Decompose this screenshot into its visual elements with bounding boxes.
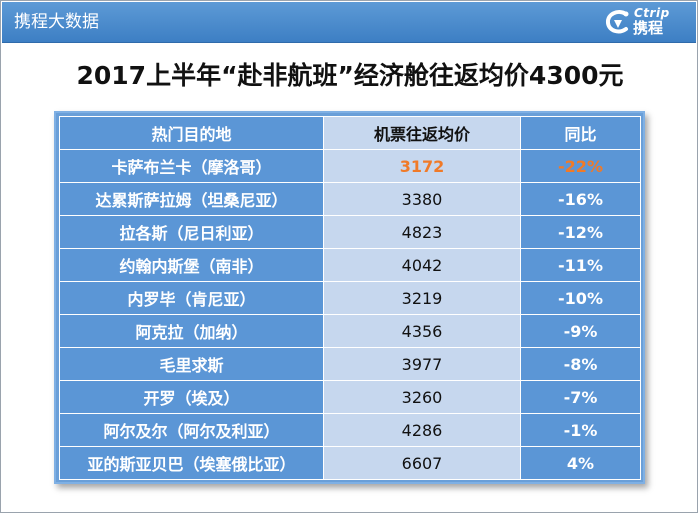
destination-cell: 开罗（埃及） xyxy=(59,380,324,414)
yoy-cell: 4% xyxy=(520,446,641,480)
yoy-cell: -1% xyxy=(520,413,641,447)
yoy-cell: -12% xyxy=(520,215,641,249)
destination-cell: 达累斯萨拉姆（坦桑尼亚） xyxy=(59,182,324,216)
yoy-cell: -16% xyxy=(520,182,641,216)
header-title: 携程大数据 xyxy=(14,12,99,32)
price-cell: 3977 xyxy=(323,347,521,381)
price-cell: 4356 xyxy=(323,314,521,348)
fare-table: 热门目的地 机票往返均价 同比 卡萨布兰卡（摩洛哥） 3172 -22% 达累斯… xyxy=(59,116,641,480)
price-cell: 3219 xyxy=(323,281,521,315)
destination-cell: 内罗毕（肯尼亚） xyxy=(59,281,324,315)
table-row: 卡萨布兰卡（摩洛哥） 3172 -22% xyxy=(59,149,641,183)
table-row: 阿克拉（加纳） 4356 -9% xyxy=(59,314,641,348)
destination-cell: 拉各斯（尼日利亚） xyxy=(59,215,324,249)
yoy-cell: -11% xyxy=(520,248,641,282)
header-bar: 携程大数据 Ctrip 携程 xyxy=(2,2,696,43)
logo-text-en: Ctrip xyxy=(634,6,670,20)
price-cell: 3260 xyxy=(323,380,521,414)
price-cell: 4823 xyxy=(323,215,521,249)
table-row: 达累斯萨拉姆（坦桑尼亚） 3380 -16% xyxy=(59,182,641,216)
table-row: 内罗毕（肯尼亚） 3219 -10% xyxy=(59,281,641,315)
yoy-cell: -8% xyxy=(520,347,641,381)
destination-cell: 毛里求斯 xyxy=(59,347,324,381)
logo-text-cn: 携程 xyxy=(633,19,664,37)
ctrip-logo-icon xyxy=(605,10,629,34)
table-row: 约翰内斯堡（南非） 4042 -11% xyxy=(59,248,641,282)
table-row: 阿尔及尔（阿尔及利亚） 4286 -1% xyxy=(59,413,641,447)
main-title: 2017上半年“赴非航班”经济舱往返均价4300元 xyxy=(76,61,624,90)
price-cell: 6607 xyxy=(323,446,521,480)
price-cell: 4042 xyxy=(323,248,521,282)
destination-cell: 约翰内斯堡（南非） xyxy=(59,248,324,282)
table-row: 毛里求斯 3977 -8% xyxy=(59,347,641,381)
header-yoy: 同比 xyxy=(520,116,641,150)
price-cell: 3172 xyxy=(323,149,521,183)
yoy-cell: -9% xyxy=(520,314,641,348)
header-destination: 热门目的地 xyxy=(59,116,324,150)
yoy-cell: -10% xyxy=(520,281,641,315)
price-cell: 4286 xyxy=(323,413,521,447)
destination-cell: 亚的斯亚贝巴（埃塞俄比亚） xyxy=(59,446,324,480)
header-price: 机票往返均价 xyxy=(323,116,521,150)
destination-cell: 卡萨布兰卡（摩洛哥） xyxy=(59,149,324,183)
table-row: 拉各斯（尼日利亚） 4823 -12% xyxy=(59,215,641,249)
table-row: 开罗（埃及） 3260 -7% xyxy=(59,380,641,414)
yoy-cell: -22% xyxy=(520,149,641,183)
price-cell: 3380 xyxy=(323,182,521,216)
destination-cell: 阿尔及尔（阿尔及利亚） xyxy=(59,413,324,447)
fare-table-container: 热门目的地 机票往返均价 同比 卡萨布兰卡（摩洛哥） 3172 -22% 达累斯… xyxy=(54,111,645,484)
yoy-cell: -7% xyxy=(520,380,641,414)
destination-cell: 阿克拉（加纳） xyxy=(59,314,324,348)
table-header-row: 热门目的地 机票往返均价 同比 xyxy=(59,116,641,150)
table-row: 亚的斯亚贝巴（埃塞俄比亚） 6607 4% xyxy=(59,446,641,480)
ctrip-logo: Ctrip 携程 xyxy=(600,5,686,39)
